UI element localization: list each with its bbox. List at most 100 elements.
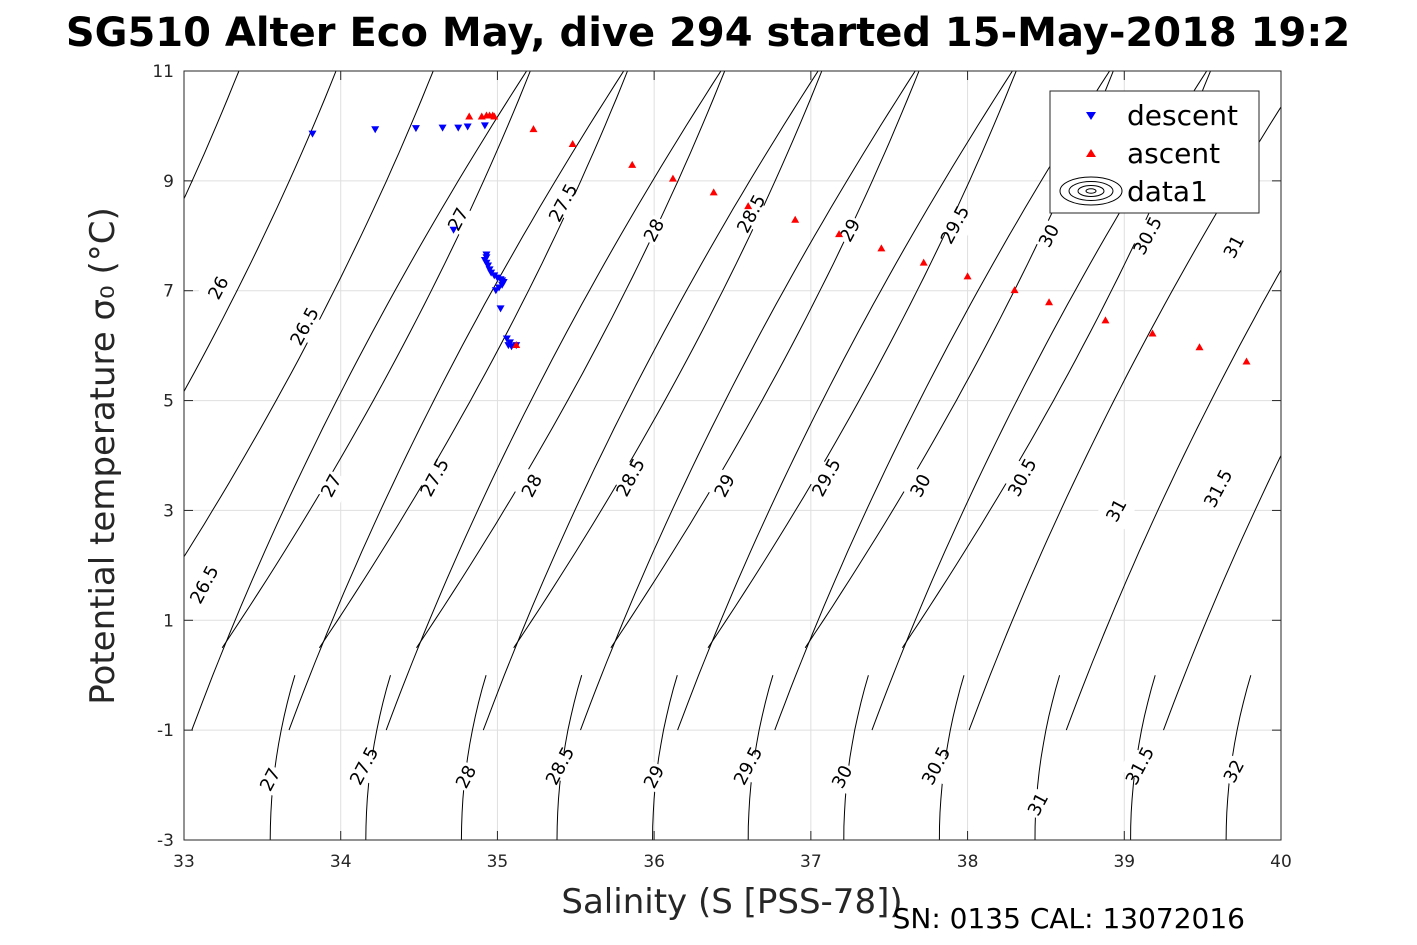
contour-label-bg xyxy=(1096,491,1137,530)
contour-label-bg xyxy=(284,307,325,346)
legend-descent-marker xyxy=(1086,112,1096,120)
ascent-point xyxy=(835,230,844,238)
ascent-point xyxy=(512,341,521,349)
contour-label-bg xyxy=(445,757,487,796)
ascent-point xyxy=(628,160,637,168)
y-tick-label: -1 xyxy=(157,721,174,741)
contour-line-upper xyxy=(184,71,434,558)
x-tick-label: 37 xyxy=(800,852,822,872)
y-tick-label: 11 xyxy=(152,62,174,82)
y-tick-label: 3 xyxy=(163,501,174,521)
contour-line-middle xyxy=(191,71,528,731)
x-tick-label: 39 xyxy=(1113,852,1135,872)
legend-descent-label: descent xyxy=(1127,99,1238,132)
contour-line-middle xyxy=(774,71,1111,731)
contour-label-bg xyxy=(915,746,957,785)
descent-point xyxy=(371,126,380,134)
contour-label-bg xyxy=(311,466,352,505)
ascent-point xyxy=(465,112,474,120)
contour-label-bg xyxy=(829,211,871,250)
ascent-point xyxy=(1101,316,1110,324)
contour-label-bg xyxy=(539,746,581,785)
legend-contour-icon xyxy=(1059,176,1123,206)
legend-ascent-label: ascent xyxy=(1127,137,1220,170)
descent-point xyxy=(438,124,447,132)
ascent-point xyxy=(490,112,499,120)
ascent-point xyxy=(877,244,886,252)
ascent-point xyxy=(1242,357,1251,365)
contour-label-bg xyxy=(198,268,239,307)
contour-label-bg xyxy=(1213,227,1255,266)
ascent-point xyxy=(1195,343,1204,351)
contour-line-upper xyxy=(416,71,726,649)
contour-line-middle xyxy=(580,71,916,731)
contour-line-lower xyxy=(652,675,678,840)
contour-label-bg xyxy=(1213,752,1255,791)
ascent-point xyxy=(529,125,538,133)
x-axis-label: Salinity (S [PSS-78]) xyxy=(561,882,902,922)
x-tick-label: 38 xyxy=(957,852,979,872)
contour-label-bg xyxy=(1028,216,1070,255)
contour-label-bg xyxy=(1002,458,1043,497)
descent-point xyxy=(308,130,317,138)
y-tick-label: 9 xyxy=(163,172,174,192)
contour-label-bg xyxy=(610,458,651,497)
x-tick-label: 33 xyxy=(173,852,195,872)
y-tick-label: 5 xyxy=(163,392,174,412)
contour-label-bg xyxy=(1119,746,1161,785)
y-tick-label: 7 xyxy=(163,282,174,302)
descent-point xyxy=(449,226,458,234)
contour-label-bg xyxy=(806,458,847,497)
legend-box xyxy=(1049,90,1260,214)
contour-line-upper xyxy=(184,71,337,393)
ascent-point xyxy=(791,215,800,223)
y-tick-label: -3 xyxy=(157,831,174,851)
contour-line-middle xyxy=(1065,268,1281,731)
contour-line-upper xyxy=(707,71,1017,649)
descent-point xyxy=(463,123,472,131)
contour-line-lower xyxy=(843,675,869,840)
x-tick-label: 40 xyxy=(1270,852,1292,872)
y-axis-label: Potential temperature σ₀ (°C) xyxy=(83,207,123,705)
y-tick-label: 1 xyxy=(163,611,174,631)
x-tick-label: 36 xyxy=(643,852,665,872)
serial-calibration-footer: SN: 0135 CAL: 13072016 xyxy=(893,902,1245,935)
ascent-point xyxy=(668,174,677,182)
legend-ascent-marker xyxy=(1086,149,1096,157)
descent-point xyxy=(507,343,516,351)
contour-label-bg xyxy=(704,466,745,505)
ascent-point xyxy=(919,258,928,266)
contour-line-middle xyxy=(288,71,625,731)
ascent-point xyxy=(568,140,577,148)
contour-label-bg xyxy=(731,194,772,233)
descent-point xyxy=(496,305,505,313)
contour-line-upper xyxy=(221,71,531,649)
x-tick-label: 35 xyxy=(487,852,509,872)
contour-line-upper xyxy=(610,71,920,649)
figure-title: SG510 Alter Eco May, dive 294 started 15… xyxy=(66,10,1350,56)
legend: descent ascent data1 xyxy=(1049,90,1260,214)
descent-point xyxy=(491,287,500,295)
contour-line-upper xyxy=(318,71,628,649)
contour-label-bg xyxy=(727,746,769,785)
contour-line-upper xyxy=(184,71,240,200)
descent-point xyxy=(411,125,420,133)
contour-label-bg xyxy=(343,746,385,785)
descent-point xyxy=(480,122,489,130)
contour-label-bg xyxy=(511,466,553,505)
contour-line-middle xyxy=(385,71,722,731)
contour-label-bg xyxy=(543,183,584,222)
descent-point xyxy=(502,335,511,343)
contour-label-bg xyxy=(184,565,225,604)
contour-line-lower xyxy=(460,675,487,840)
ascent-point xyxy=(1010,286,1019,294)
contour-line-upper xyxy=(513,71,823,649)
ascent-point xyxy=(1045,298,1054,306)
contour-label-bg xyxy=(1127,216,1169,255)
x-tick-label: 34 xyxy=(330,852,352,872)
contour-label-bg xyxy=(414,458,455,497)
contour-label-bg xyxy=(633,757,675,796)
contour-line-middle xyxy=(482,71,819,731)
